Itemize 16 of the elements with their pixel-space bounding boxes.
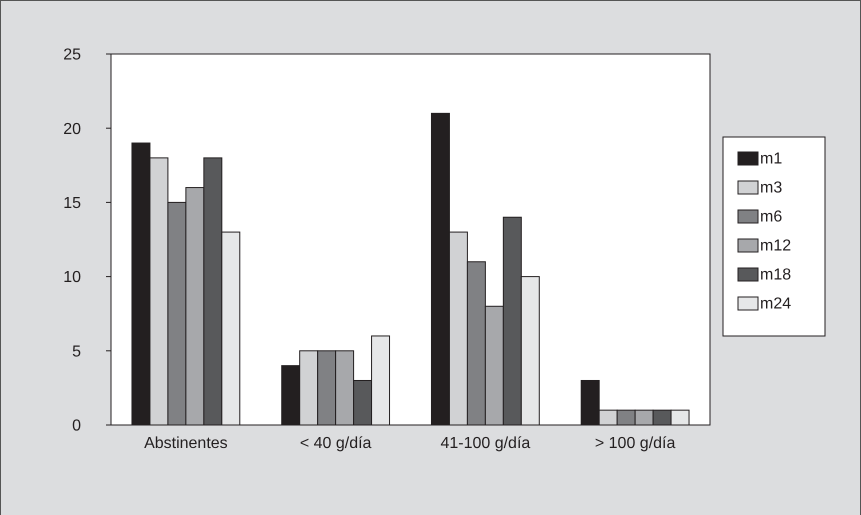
x-tick-label: 41-100 g/día: [440, 435, 530, 452]
y-tick-label: 25: [63, 46, 82, 64]
legend-label: m18: [760, 266, 792, 284]
legend-label: m6: [760, 208, 782, 226]
x-tick-label: > 100 g/día: [594, 435, 676, 452]
y-tick-label: 10: [63, 269, 82, 286]
y-tick-label: 0: [72, 418, 82, 435]
legend-label: m24: [760, 296, 792, 313]
x-tick-label: < 40 g/día: [300, 435, 372, 452]
legend-label: m1: [760, 150, 782, 168]
legend-label: m3: [760, 180, 782, 197]
y-tick-label: 15: [63, 195, 82, 212]
y-tick-label: 20: [63, 120, 82, 138]
x-tick-label: Abstinentes: [144, 435, 228, 452]
y-tick-label: 5: [72, 343, 82, 360]
legend-label: m12: [760, 238, 792, 255]
